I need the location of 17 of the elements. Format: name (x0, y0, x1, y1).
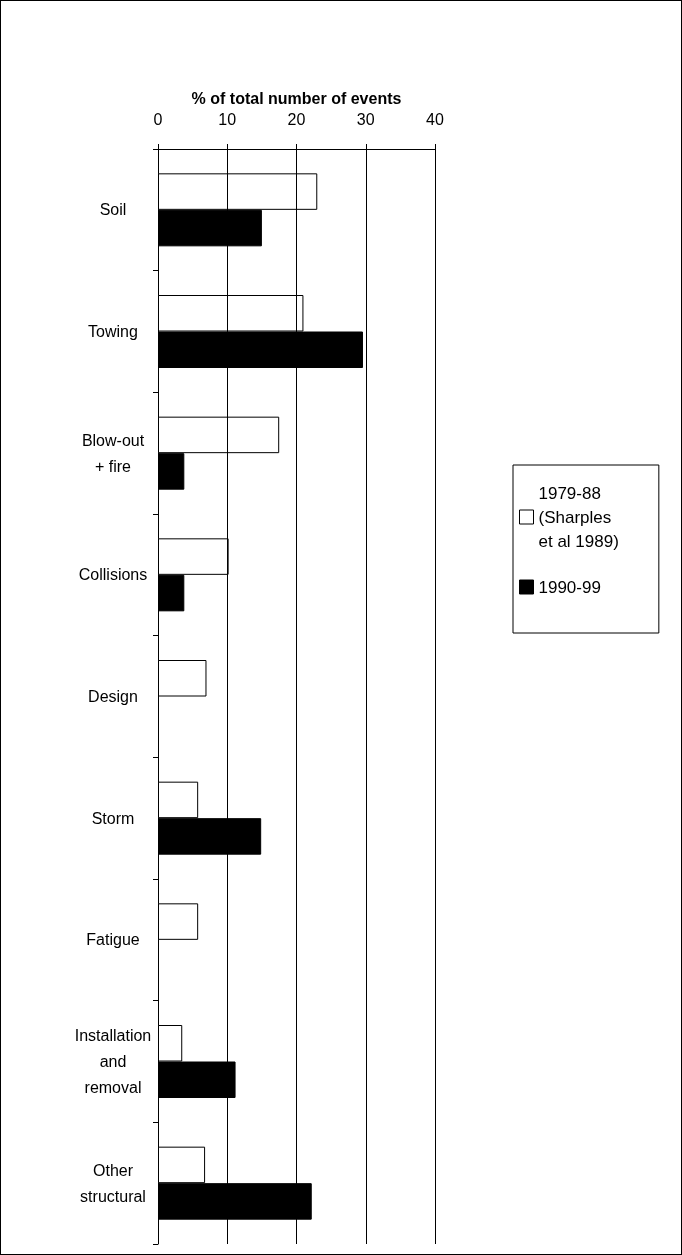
x-axis-title: % of total number of events (191, 89, 402, 107)
y-tick-label: Soil (99, 201, 127, 219)
legend-label: 1990-99 (538, 577, 601, 597)
legend-label: 1979-88 (Sharples et al 1989) (538, 483, 619, 551)
x-tick-label: 20 (287, 110, 306, 128)
y-tick-label: Fatigue (86, 931, 140, 949)
y-tick-label: Storm (91, 809, 135, 827)
y-tick-label: Other structural (80, 1161, 146, 1205)
x-tick-label: 0 (153, 110, 163, 128)
y-tick-label: Collisions (78, 566, 148, 584)
y-tick-label: Installation and removal (74, 1027, 152, 1096)
y-tick-label: Towing (88, 323, 138, 340)
x-tick-label: 40 (426, 110, 444, 128)
y-tick-label: Blow-out + fire (81, 431, 145, 475)
x-tick-label: 10 (218, 110, 237, 128)
y-tick-label: Design (88, 688, 138, 705)
x-tick-label: 30 (356, 110, 375, 128)
